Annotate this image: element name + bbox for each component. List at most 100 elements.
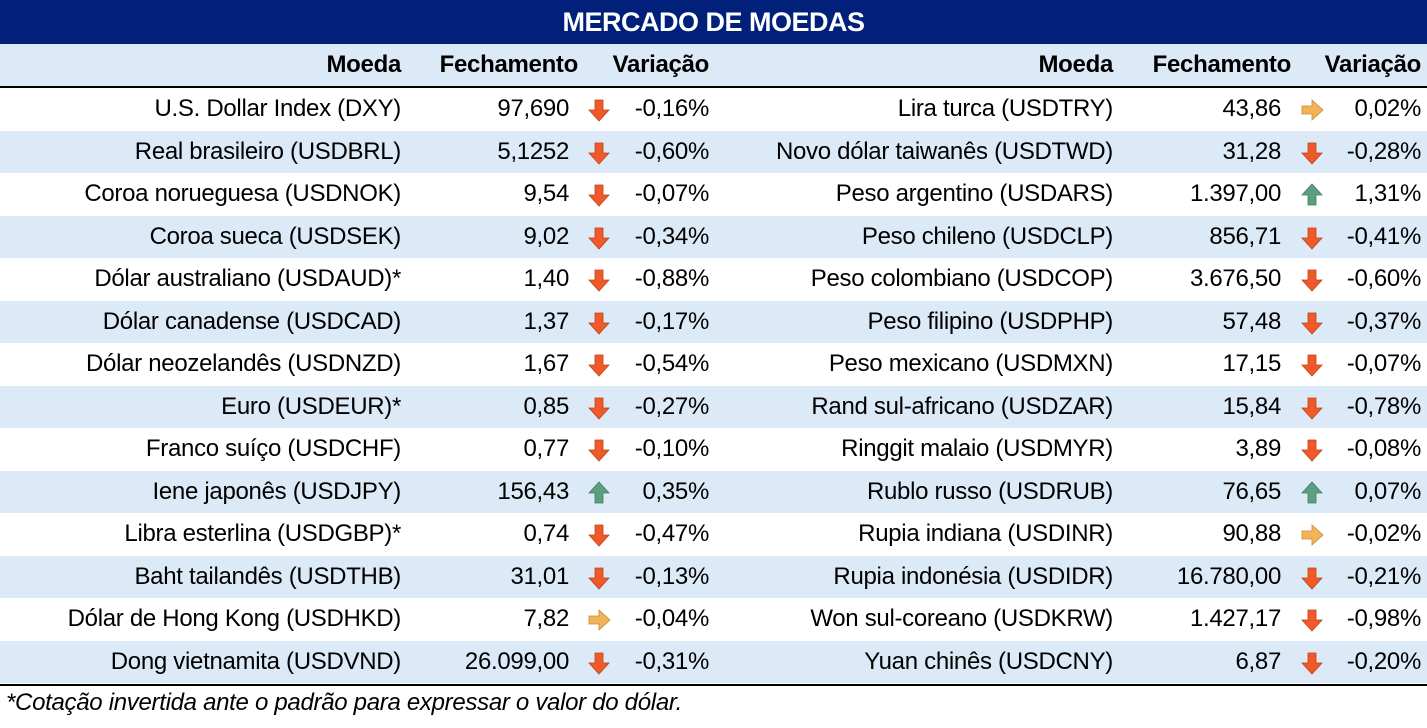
closing-value: 90,88 <box>1222 520 1281 547</box>
closing-value: 1.397,00 <box>1189 180 1281 207</box>
arrow-down-icon <box>1301 354 1323 377</box>
closing-value: 9,02 <box>523 222 569 250</box>
currency-name: Baht tailandês (USDTHB) <box>134 562 401 590</box>
closing-value: 0,77 <box>523 435 569 462</box>
arrow-down-icon <box>1301 567 1323 590</box>
change-value: -0,20% <box>1346 647 1422 675</box>
currency-name: Peso filipino (USDPHP) <box>867 307 1114 335</box>
arrow-down-icon <box>1301 312 1323 335</box>
arrow-down-icon <box>1301 142 1323 165</box>
change-value: -0,27% <box>634 392 710 420</box>
arrow-right-icon <box>588 609 611 631</box>
table-row: Euro (USDEUR)* 0,85 -0,27% Rand sul-african… <box>0 385 1427 428</box>
arrow-up-icon <box>1301 480 1323 503</box>
arrow-down-icon <box>1301 397 1323 420</box>
closing-value: 156,43 <box>497 477 569 505</box>
header-moeda-left: Moeda <box>326 51 401 78</box>
arrow-down-icon <box>588 142 610 165</box>
header-moeda-right: Moeda <box>1038 51 1113 78</box>
currency-name: Lira turca (USDTRY) <box>897 95 1114 122</box>
currency-name: Coroa norueguesa (USDNOK) <box>84 180 401 207</box>
closing-value: 57,48 <box>1222 307 1281 335</box>
currency-name: Novo dólar taiwanês (USDTWD) <box>775 137 1113 165</box>
closing-value: 17,15 <box>1222 350 1281 377</box>
header-fechamento-left: Fechamento <box>439 51 579 78</box>
closing-value: 31,01 <box>510 562 569 590</box>
currency-name: Dong vietnamita (USDVND) <box>110 647 402 675</box>
table-row: Coroa sueca (USDSEK) 9,02 -0,34% Peso chile… <box>0 215 1427 258</box>
header-variacao-left: Variação <box>612 51 710 78</box>
change-value: -0,47% <box>634 520 710 547</box>
change-value: 1,31% <box>1354 180 1421 207</box>
closing-value: 15,84 <box>1222 392 1281 420</box>
table-row: Coroa norueguesa (USDNOK) 9,54 -0,07% Peso … <box>0 173 1427 216</box>
arrow-down-icon <box>1301 609 1323 632</box>
currency-name: U.S. Dollar Index (DXY) <box>154 95 401 122</box>
change-value: -0,02% <box>1346 520 1422 547</box>
table-row: Dong vietnamita (USDVND) 26.099,00 -0,31% Y… <box>0 640 1427 683</box>
change-value: -0,78% <box>1346 392 1422 420</box>
table-row: Dólar australiano (USDAUD)* 1,40 -0,88% Pes… <box>0 258 1427 301</box>
closing-value: 1,37 <box>523 307 569 335</box>
header-variacao-right: Variação <box>1324 51 1422 78</box>
table-bottom-border <box>0 684 1427 686</box>
change-value: -0,54% <box>634 350 710 377</box>
currency-name: Rupia indiana (USDINR) <box>858 520 1113 547</box>
currency-name: Peso argentino (USDARS) <box>835 180 1114 207</box>
change-value: -0,07% <box>634 180 710 207</box>
change-value: -0,21% <box>1346 562 1422 590</box>
change-value: -0,98% <box>1346 605 1422 632</box>
header-fechamento-right: Fechamento <box>1152 51 1292 78</box>
arrow-down-icon <box>588 439 610 462</box>
closing-value: 16.780,00 <box>1176 562 1281 590</box>
arrow-down-icon <box>588 269 610 292</box>
table-row: Dólar canadense (USDCAD) 1,37 -0,17% Peso f… <box>0 300 1427 343</box>
currency-name: Peso chileno (USDCLP) <box>861 222 1113 250</box>
closing-value: 97,690 <box>497 95 569 122</box>
change-value: -0,10% <box>634 435 710 462</box>
currency-name: Yuan chinês (USDCNY) <box>864 647 1113 675</box>
arrow-down-icon <box>1301 269 1323 292</box>
currency-name: Libra esterlina (USDGBP)* <box>124 520 401 547</box>
table-row: Iene japonês (USDJPY) 156,43 0,35% Rublo ru… <box>0 470 1427 513</box>
closing-value: 6,87 <box>1235 647 1281 675</box>
closing-value: 1,40 <box>523 265 569 292</box>
closing-value: 1,67 <box>523 350 569 377</box>
currency-name: Peso colombiano (USDCOP) <box>810 265 1114 292</box>
change-value: -0,17% <box>634 307 710 335</box>
currency-name: Dólar canadense (USDCAD) <box>102 307 402 335</box>
table-row: Dólar neozelandês (USDNZD) 1,67 -0,54% Peso… <box>0 343 1427 386</box>
table-row: U.S. Dollar Index (DXY) 97,690 -0,16% Lira … <box>0 88 1427 131</box>
arrow-down-icon <box>588 312 610 335</box>
arrow-down-icon <box>588 524 610 547</box>
change-value: -0,60% <box>634 137 710 165</box>
currency-name: Dólar australiano (USDAUD)* <box>94 265 401 292</box>
closing-value: 0,74 <box>523 520 569 547</box>
change-value: 0,35% <box>642 477 709 505</box>
arrow-right-icon <box>1301 99 1324 121</box>
currency-name: Iene japonês (USDJPY) <box>152 477 402 505</box>
change-value: 0,07% <box>1354 477 1421 505</box>
arrow-down-icon <box>588 184 610 207</box>
closing-value: 1.427,17 <box>1189 605 1281 632</box>
change-value: -0,28% <box>1346 137 1422 165</box>
table-title: MERCADO DE MOEDAS <box>0 0 1427 44</box>
change-value: -0,34% <box>634 222 710 250</box>
change-value: -0,13% <box>634 562 710 590</box>
arrow-down-icon <box>588 227 610 250</box>
closing-value: 5,1252 <box>497 137 569 165</box>
closing-value: 43,86 <box>1222 95 1281 122</box>
arrow-down-icon <box>588 652 610 675</box>
currency-name: Dólar de Hong Kong (USDHKD) <box>67 605 402 632</box>
change-value: -0,31% <box>634 647 710 675</box>
arrow-up-icon <box>1301 183 1323 206</box>
currency-name: Real brasileiro (USDBRL) <box>134 137 402 165</box>
table-header-row: Moeda Fechamento Variação Moeda Fechamen… <box>0 44 1427 88</box>
footnote: *Cotação invertida ante o padrão para ex… <box>6 689 683 716</box>
table-row: Real brasileiro (USDBRL) 5,1252 -0,60% Novo… <box>0 130 1427 173</box>
change-value: -0,60% <box>1346 265 1422 292</box>
currency-name: Dólar neozelandês (USDNZD) <box>86 350 401 377</box>
closing-value: 76,65 <box>1222 477 1281 505</box>
currency-name: Rupia indonésia (USDIDR) <box>833 562 1113 590</box>
change-value: -0,07% <box>1346 350 1422 377</box>
